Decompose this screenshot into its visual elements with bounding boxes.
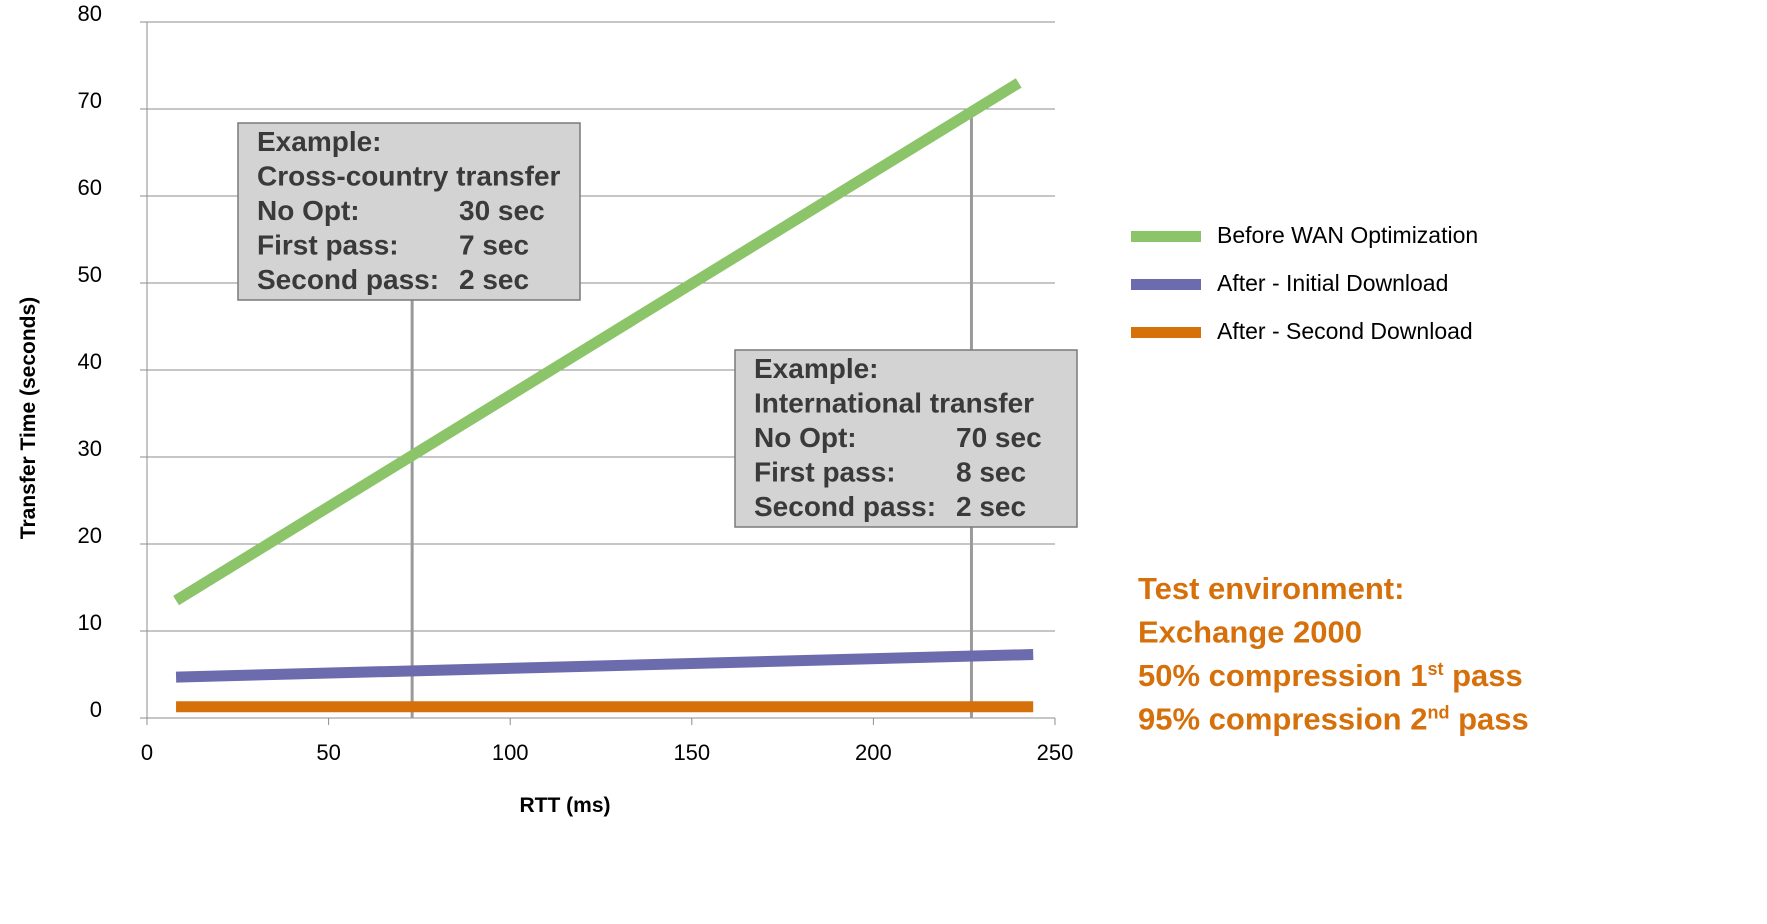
callout-label: Second pass:	[754, 491, 936, 522]
callout-label: No Opt:	[257, 195, 360, 226]
y-tick-label: 40	[78, 349, 102, 374]
y-tick-label: 30	[78, 436, 102, 461]
x-tick-label: 250	[1037, 740, 1074, 765]
legend: Before WAN Optimization After - Initial D…	[1131, 222, 1478, 344]
callout-value: 2 sec	[956, 491, 1026, 522]
callout-label: Example:	[754, 353, 879, 384]
x-axis-title: RTT (ms)	[520, 794, 611, 817]
legend-swatch	[1131, 327, 1201, 338]
test-environment-note: Test environment: Exchange 2000 50% compre…	[1138, 571, 1529, 737]
callout-background	[237, 122, 581, 301]
x-tick-label: 0	[141, 740, 153, 765]
note-text-span: pass	[1443, 658, 1522, 693]
note-line: 50% compression 1st pass	[1138, 658, 1523, 693]
note-text-span: 50% compression 1	[1138, 658, 1427, 693]
note-text-span: Exchange 2000	[1138, 615, 1362, 650]
series-line-2	[175, 648, 1034, 683]
callout-label: International transfer	[754, 388, 1034, 419]
x-tick-label: 200	[855, 740, 892, 765]
note-superscript: nd	[1427, 703, 1449, 723]
legend-item-2: After - Initial Download	[1131, 270, 1448, 296]
note-line: 95% compression 2nd pass	[1138, 702, 1529, 737]
x-tick-label: 50	[316, 740, 340, 765]
legend-item-1: Before WAN Optimization	[1131, 222, 1478, 248]
callout-label: First pass:	[257, 230, 399, 261]
axis-labels: 0 10 20 30 40 50 60 70 80 0 50 100 150 200 250 RTT (ms)…	[17, 1, 1073, 817]
callout-value: 30 sec	[459, 195, 545, 226]
y-tick-label: 60	[78, 175, 102, 200]
y-tick-label: 20	[78, 523, 102, 548]
legend-label: After - Second Download	[1217, 318, 1473, 344]
callout-label: Second pass:	[257, 264, 439, 295]
callout-label: Example:	[257, 126, 382, 157]
note-superscript: st	[1427, 659, 1443, 679]
y-tick-label: 70	[78, 88, 102, 113]
note-text-span: Test environment:	[1138, 571, 1404, 606]
callout-label: First pass:	[754, 457, 896, 488]
note-text-span: 95% compression 2	[1138, 702, 1427, 737]
legend-item-3: After - Second Download	[1131, 318, 1473, 344]
callout-value: 8 sec	[956, 457, 1026, 488]
axes	[140, 21, 1056, 725]
callout-value: 7 sec	[459, 230, 529, 261]
series-lines	[173, 78, 1034, 713]
y-tick-label: 80	[78, 1, 102, 26]
y-tick-label: 10	[78, 610, 102, 635]
legend-label: After - Initial Download	[1217, 270, 1448, 296]
callout-background	[734, 349, 1078, 528]
y-axis-title: Transfer Time (seconds)	[17, 297, 40, 539]
legend-swatch	[1131, 231, 1201, 242]
note-line: Exchange 2000	[1138, 615, 1362, 650]
legend-swatch	[1131, 279, 1201, 290]
callout-value: 70 sec	[956, 422, 1042, 453]
callout-value: 2 sec	[459, 264, 529, 295]
series-line-1	[173, 78, 1022, 606]
callout-label: Cross-country transfer	[257, 161, 561, 192]
y-tick-label: 0	[90, 697, 102, 722]
x-tick-label: 150	[673, 740, 710, 765]
y-tick-label: 50	[78, 262, 102, 287]
x-tick-label: 100	[492, 740, 529, 765]
note-line: Test environment:	[1138, 571, 1404, 606]
legend-label: Before WAN Optimization	[1217, 222, 1478, 248]
callout-label: No Opt:	[754, 422, 857, 453]
note-text-span: pass	[1449, 702, 1528, 737]
